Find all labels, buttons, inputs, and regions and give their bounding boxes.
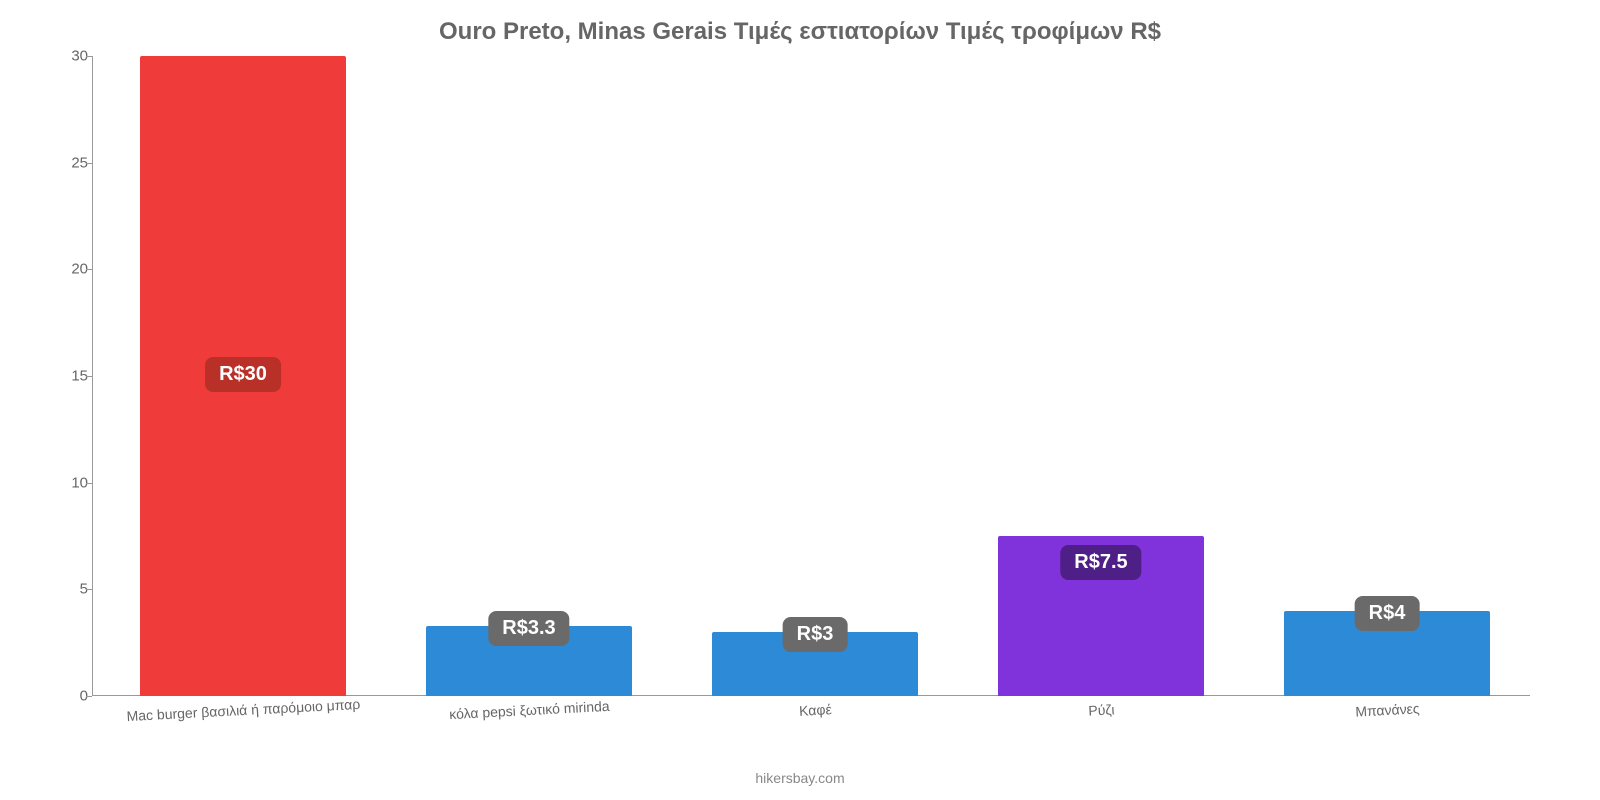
y-tick-label: 5: [48, 581, 88, 598]
bar-value-label: R$3: [783, 617, 848, 652]
y-tick-label: 10: [48, 474, 88, 491]
chart-title: Ouro Preto, Minas Gerais Τιμές εστιατορί…: [40, 18, 1560, 46]
y-tick-mark: [86, 56, 92, 57]
bar-slot: R$7.5Ρύζι: [998, 56, 1204, 696]
y-tick-mark: [86, 589, 92, 590]
chart-plot-area: R$30Mac burger βασιλιά ή παρόμοιο μπαρR$…: [100, 56, 1530, 696]
y-tick-mark: [86, 483, 92, 484]
y-tick-mark: [86, 376, 92, 377]
bar-slot: R$30Mac burger βασιλιά ή παρόμοιο μπαρ: [140, 56, 346, 696]
y-tick-mark: [86, 696, 92, 697]
y-tick-label: 25: [48, 154, 88, 171]
bar-value-label: R$30: [205, 357, 281, 392]
bar-plot: R$30Mac burger βασιλιά ή παρόμοιο μπαρR$…: [100, 56, 1530, 696]
y-tick-mark: [86, 269, 92, 270]
bar-slot: R$3Καφέ: [712, 56, 918, 696]
bar-value-label: R$7.5: [1060, 545, 1141, 580]
y-tick-label: 20: [48, 261, 88, 278]
bar-slot: R$3.3κόλα pepsi ξωτικό mirinda: [426, 56, 632, 696]
chart-container: Ouro Preto, Minas Gerais Τιμές εστιατορί…: [0, 0, 1600, 800]
x-axis-label: κόλα pepsi ξωτικό mirinda: [449, 698, 610, 722]
x-axis-label: Μπανάνες: [1355, 700, 1420, 719]
source-attribution: hikersbay.com: [0, 770, 1600, 786]
y-tick-mark: [86, 163, 92, 164]
y-tick-label: 30: [48, 48, 88, 65]
y-tick-label: 15: [48, 368, 88, 385]
x-axis-label: Mac burger βασιλιά ή παρόμοιο μπαρ: [126, 696, 360, 724]
bar-slot: R$4Μπανάνες: [1284, 56, 1490, 696]
x-axis-label: Ρύζι: [1088, 701, 1115, 718]
x-axis-label: Καφέ: [799, 701, 832, 719]
y-axis-line: [92, 56, 93, 696]
bar-value-label: R$4: [1355, 596, 1420, 631]
bar-value-label: R$3.3: [488, 611, 569, 646]
y-tick-label: 0: [48, 688, 88, 705]
